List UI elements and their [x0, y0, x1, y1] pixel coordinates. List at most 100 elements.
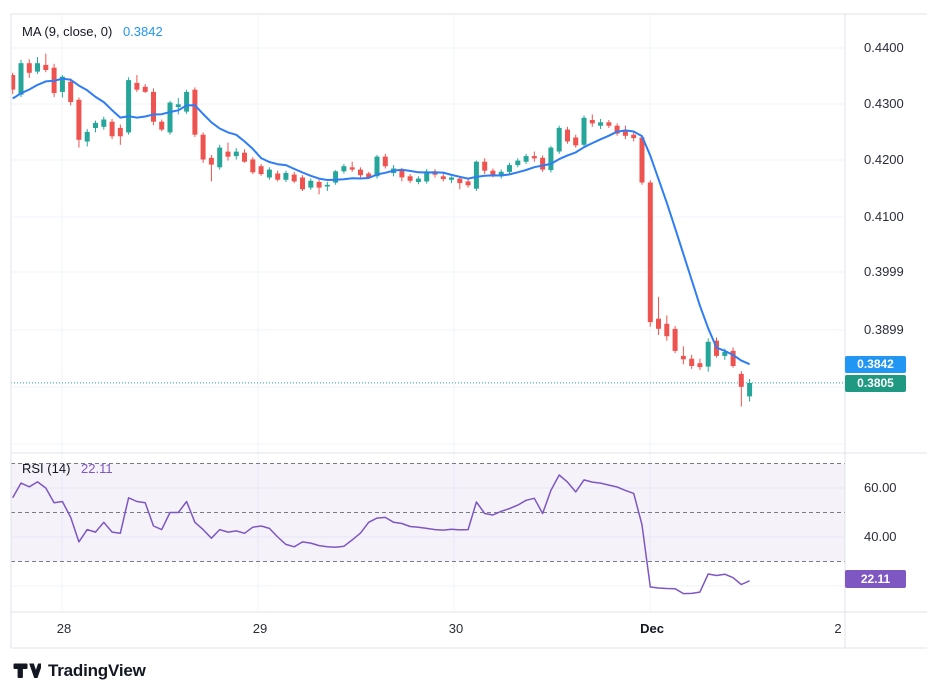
- candle-body: [730, 350, 736, 366]
- tradingview-logo-text: TradingView: [48, 661, 146, 680]
- candle-body: [184, 91, 190, 112]
- candle-body: [283, 173, 289, 180]
- tradingview-logo[interactable]: TradingView: [12, 661, 146, 681]
- rsi-legend-label: RSI (14): [22, 461, 71, 476]
- candle-body: [349, 167, 355, 170]
- candles-layer[interactable]: [10, 53, 753, 407]
- time-tick-label: 30: [448, 621, 464, 636]
- candle-body: [308, 180, 314, 188]
- time-tick-label: 2: [834, 621, 842, 636]
- candle-body: [589, 120, 595, 124]
- candle-body: [490, 170, 496, 176]
- rsi-line: [12, 474, 750, 595]
- rsi-level-lines: [11, 463, 845, 562]
- candle-body: [482, 161, 488, 171]
- candle-body: [647, 182, 653, 323]
- candle-body: [449, 177, 454, 180]
- candle-body: [382, 156, 388, 167]
- candle-body: [664, 323, 670, 337]
- candle-body: [208, 157, 214, 165]
- rsi-tick-label: 60.00: [864, 480, 897, 495]
- candle-body: [407, 176, 413, 181]
- ma-line: [12, 77, 750, 366]
- candle-body: [540, 157, 546, 170]
- rsi-value-badge: 22.11: [845, 570, 906, 588]
- candle-body: [217, 147, 223, 168]
- price-tick-label: 0.3899: [864, 322, 904, 337]
- candle-body: [622, 130, 628, 136]
- candle-body: [68, 81, 74, 103]
- candle-body: [341, 166, 347, 172]
- candle-body: [84, 131, 90, 142]
- ma-legend-label: MA (9, close, 0): [22, 24, 113, 39]
- candle-body: [93, 122, 98, 128]
- candle-body: [225, 151, 231, 157]
- candle-body: [523, 156, 529, 162]
- candle-body: [159, 121, 165, 130]
- price-tick-label: 0.3999: [864, 264, 904, 279]
- candle-body: [101, 119, 107, 127]
- candle-body: [531, 156, 537, 159]
- candle-body: [142, 86, 148, 92]
- candle-body: [126, 80, 132, 133]
- rsi-indicator-legend[interactable]: RSI (14) 22.11: [22, 461, 113, 476]
- candle-body: [192, 89, 198, 135]
- candle-body: [366, 173, 372, 178]
- candle-body: [705, 341, 711, 367]
- last-price-badge: 0.3805: [845, 375, 906, 392]
- rsi-legend-value: 22.11: [81, 461, 113, 476]
- candle-body: [440, 176, 446, 180]
- candle-body: [747, 382, 753, 397]
- candle-body: [573, 137, 579, 146]
- candle-body: [275, 173, 281, 180]
- chart-canvas[interactable]: [0, 0, 927, 650]
- candle-body: [738, 373, 744, 387]
- candle-body: [167, 102, 173, 133]
- candle-body: [374, 156, 380, 177]
- candle-body: [266, 169, 272, 178]
- time-tick-label: 29: [252, 621, 268, 636]
- price-tick-label: 0.4400: [864, 40, 904, 55]
- candle-body: [233, 151, 239, 157]
- ma-value-badge: 0.3842: [845, 356, 906, 373]
- price-tick-label: 0.4100: [864, 209, 904, 224]
- candle-body: [631, 134, 637, 139]
- candle-body: [242, 152, 247, 162]
- candle-body: [515, 160, 521, 166]
- time-tick-label: 28: [56, 621, 72, 636]
- candle-body: [457, 178, 463, 184]
- candle-body: [507, 165, 512, 172]
- candle-body: [35, 63, 40, 72]
- ma-indicator-legend[interactable]: MA (9, close, 0) 0.3842: [22, 24, 163, 39]
- candle-body: [291, 174, 297, 182]
- candle-body: [76, 99, 82, 140]
- candle-body: [109, 121, 115, 137]
- rsi-tick-label: 40.00: [864, 529, 897, 544]
- candle-body: [300, 177, 305, 190]
- candle-body: [598, 122, 604, 126]
- candle-body: [324, 184, 330, 187]
- candle-body: [11, 75, 16, 90]
- tradingview-logo-icon: [13, 663, 41, 678]
- candle-body: [689, 358, 695, 366]
- candle-body: [43, 64, 49, 70]
- ma-legend-value: 0.3842: [122, 24, 163, 39]
- candle-body: [200, 134, 206, 160]
- candle-body: [59, 76, 65, 92]
- candle-body: [399, 170, 405, 178]
- candle-body: [656, 318, 661, 329]
- candle-body: [581, 117, 587, 145]
- candle-body: [333, 171, 339, 183]
- candle-body: [565, 129, 570, 142]
- chart-frame: [10, 13, 927, 649]
- gridlines: [11, 14, 845, 612]
- price-tick-label: 0.4200: [864, 152, 904, 167]
- time-tick-label: Dec: [640, 621, 664, 636]
- candle-body: [722, 352, 728, 356]
- candle-body: [415, 178, 421, 182]
- candle-body: [465, 181, 471, 186]
- candle-body: [473, 161, 479, 189]
- candle-body: [556, 127, 562, 152]
- candle-body: [498, 171, 504, 177]
